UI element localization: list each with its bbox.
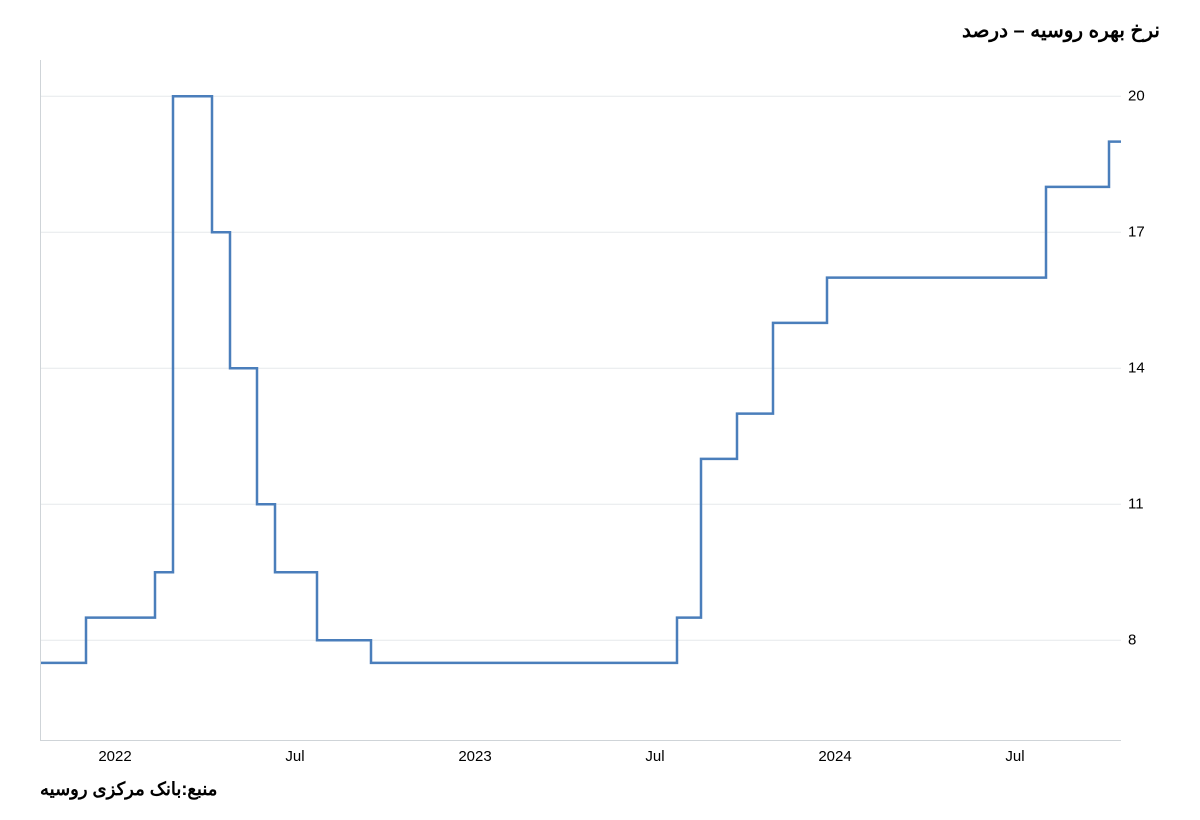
- x-axis-tick: 2024: [818, 748, 851, 765]
- y-axis-tick: 20: [1128, 88, 1145, 105]
- chart-source: منبع:بانک مرکزی روسیه: [40, 779, 217, 800]
- x-axis-tick: Jul: [1005, 748, 1024, 765]
- y-axis-tick: 17: [1128, 224, 1145, 241]
- x-axis-tick: 2023: [458, 748, 491, 765]
- y-axis-tick: 8: [1128, 632, 1136, 649]
- x-axis-tick: Jul: [285, 748, 304, 765]
- y-axis-tick: 11: [1128, 496, 1144, 513]
- y-axis-tick: 14: [1128, 360, 1145, 377]
- chart-title: نرخ بهره روسیه – درصد: [962, 18, 1160, 43]
- chart-svg: [41, 60, 1121, 740]
- x-axis-tick: 2022: [98, 748, 131, 765]
- chart-plot-area: [40, 60, 1121, 741]
- x-axis-tick: Jul: [645, 748, 664, 765]
